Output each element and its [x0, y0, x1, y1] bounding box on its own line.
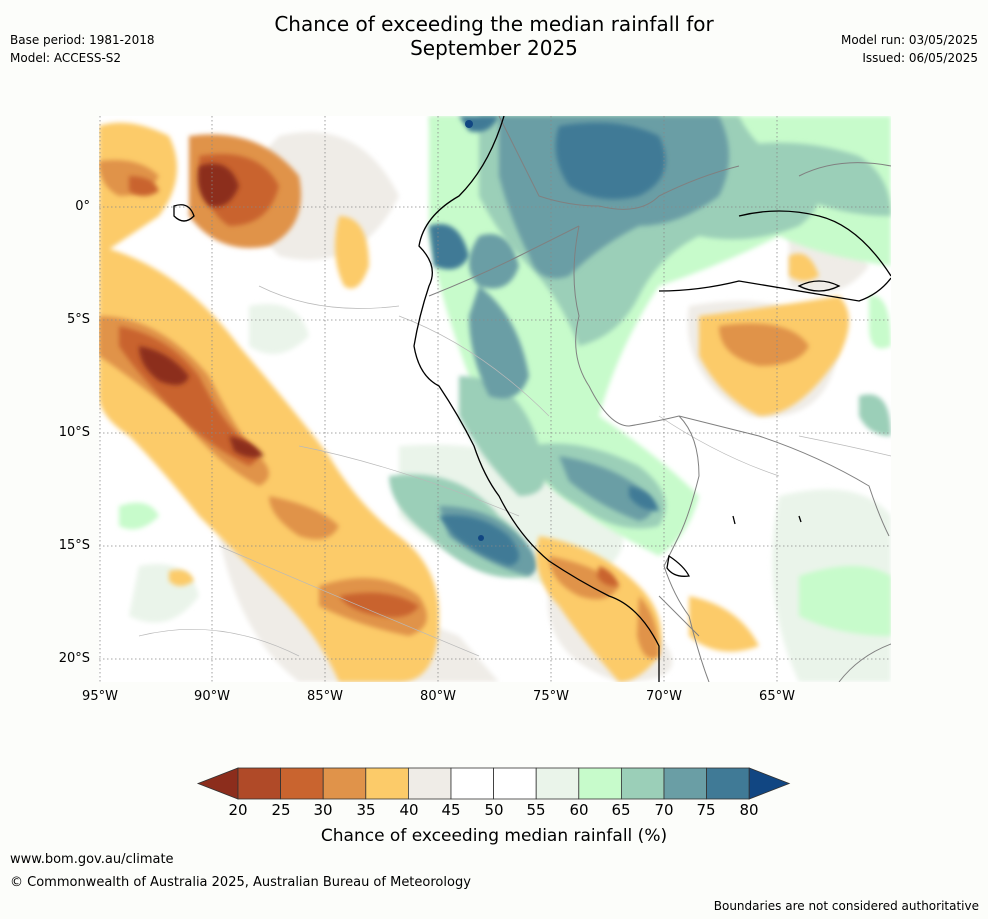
colorbar-title: Chance of exceeding median rainfall (%) [320, 826, 668, 846]
lon-label-75w: 75°W [533, 689, 569, 704]
colorbar-bin [280, 767, 324, 800]
lon-label-65w: 65°W [759, 689, 795, 704]
footer-copyright: © Commonwealth of Australia 2025, Austra… [10, 875, 471, 890]
colorbar-tick-55: 55 [526, 801, 546, 819]
map-title: Chance of exceeding the median rainfall … [0, 12, 988, 60]
lon-label-95w: 95°W [82, 689, 118, 704]
meta-left: Base period: 1981-2018 Model: ACCESS-S2 [10, 31, 155, 67]
lat-label-10s: 10°S [58, 425, 90, 440]
lon-label-90w: 90°W [194, 689, 230, 704]
base-period-text: Base period: 1981-2018 [10, 33, 155, 47]
colorbar-bin [706, 767, 750, 800]
colorbar-tick-50: 50 [484, 801, 504, 819]
colorbar [196, 767, 791, 800]
colorbar-bin [237, 767, 281, 800]
model-run-text: Model run: 03/05/2025 [840, 33, 978, 47]
colorbar-tick-25: 25 [271, 801, 291, 819]
title-line-2: September 2025 [410, 36, 578, 60]
colorbar-bin [663, 767, 707, 800]
colorbar-bin [578, 767, 622, 800]
colorbar-arrow-low [196, 767, 239, 800]
colorbar-tick-60: 60 [569, 801, 589, 819]
probability-field [99, 116, 891, 682]
lat-label-15s: 15°S [58, 538, 90, 553]
graticule [99, 116, 891, 682]
colorbar-bin [322, 767, 367, 800]
colorbar-tick-45: 45 [441, 801, 461, 819]
colorbar-bin [493, 767, 537, 800]
lat-label-20s: 20°S [58, 651, 90, 666]
colorbar-tick-30: 30 [313, 801, 333, 819]
lon-label-80w: 80°W [420, 689, 456, 704]
colorbar-bin [365, 767, 409, 800]
coastline [173, 116, 891, 682]
colorbar-bins [196, 767, 791, 800]
country-borders [428, 116, 891, 682]
lat-label-0: 0° [75, 199, 90, 214]
colorbar-tick-75: 75 [696, 801, 716, 819]
lon-label-70w: 70°W [646, 689, 682, 704]
colorbar-bin [535, 767, 580, 800]
colorbar-tick-35: 35 [356, 801, 376, 819]
colorbar-bin [407, 767, 452, 800]
colorbar-tick-20: 20 [228, 801, 248, 819]
issued-text: Issued: 06/05/2025 [862, 51, 978, 65]
colorbar-tick-65: 65 [611, 801, 631, 819]
lon-label-85w: 85°W [307, 689, 343, 704]
colorbar-bin [620, 767, 665, 800]
colorbar-tick-80: 80 [739, 801, 759, 819]
colorbar-tick-70: 70 [654, 801, 674, 819]
colorbar-tick-40: 40 [399, 801, 419, 819]
colorbar-bin [450, 767, 494, 800]
footer-url[interactable]: www.bom.gov.au/climate [10, 852, 174, 867]
model-text: Model: ACCESS-S2 [10, 51, 122, 65]
title-line-1: Chance of exceeding the median rainfall … [274, 12, 714, 36]
rainfall-map [99, 116, 891, 682]
footer-note: Boundaries are not considered authoritat… [713, 899, 979, 913]
colorbar-arrow-high [748, 767, 791, 800]
lat-label-5s: 5°S [66, 312, 90, 327]
meta-right: Model run: 03/05/2025 Issued: 06/05/2025 [841, 31, 978, 67]
